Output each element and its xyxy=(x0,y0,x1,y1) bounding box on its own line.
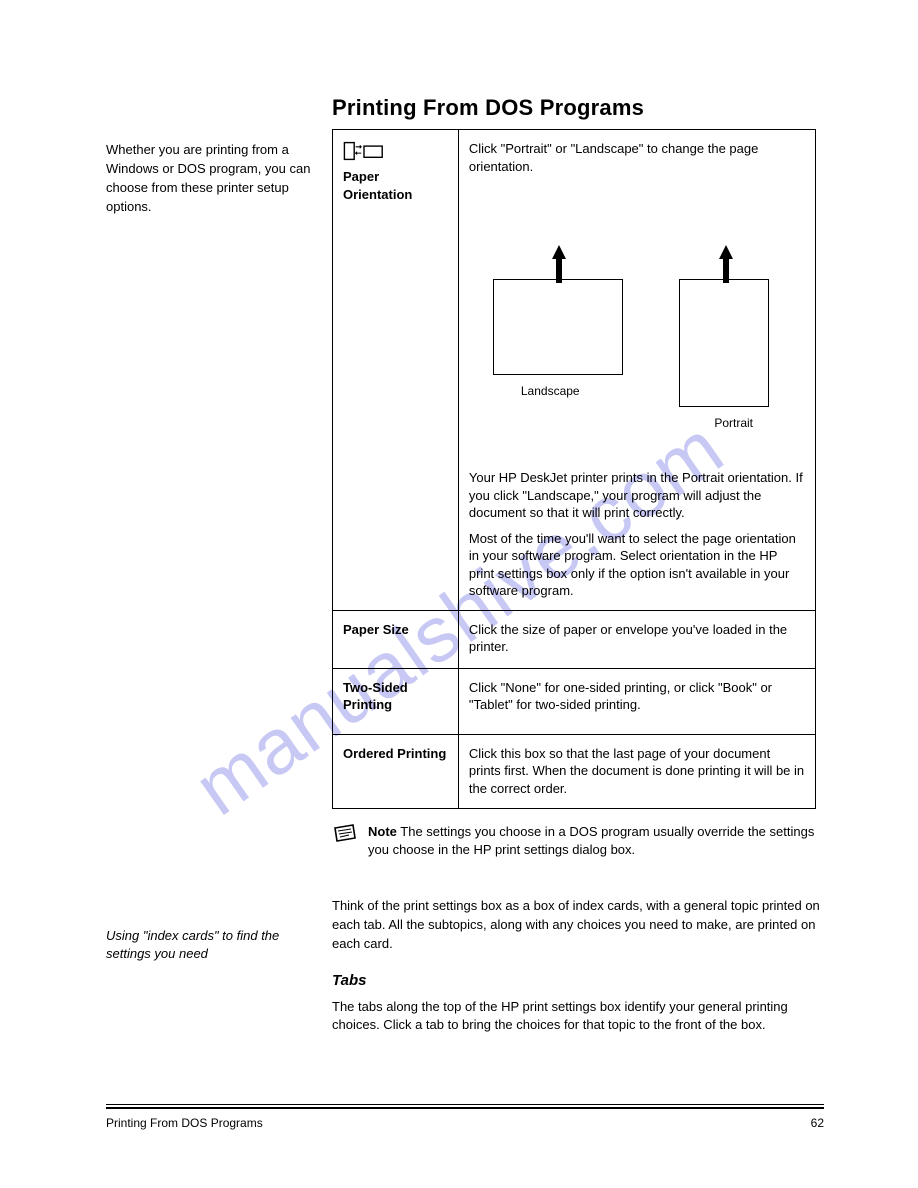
orientation-diagram: Landscape Portrait xyxy=(469,179,805,469)
landscape-rect xyxy=(493,279,623,375)
portrait-label: Portrait xyxy=(714,415,753,431)
portrait-rect xyxy=(679,279,769,407)
row1-top-text: Click "Portrait" or "Landscape" to chang… xyxy=(469,140,805,175)
footer-page-number: 62 xyxy=(811,1116,824,1130)
row1-bottom-text-1: Your HP DeskJet printer prints in the Po… xyxy=(469,469,805,522)
note-text: The settings you choose in a DOS program… xyxy=(368,824,814,857)
note-head: Note xyxy=(368,824,397,839)
landscape-label: Landscape xyxy=(521,383,580,399)
cell-twosided-right: Click "None" for one-sided printing, or … xyxy=(458,668,815,734)
footer-rule xyxy=(106,1104,824,1108)
row1-bottom-text-2: Most of the time you'll want to select t… xyxy=(469,530,805,600)
cell-orientation-right: Click "Portrait" or "Landscape" to chang… xyxy=(458,130,815,611)
cell-orientation-left: Paper Orientation xyxy=(333,130,459,611)
margin-intro-text: Whether you are printing from a Windows … xyxy=(106,135,316,216)
footer-left: Printing From DOS Programs xyxy=(106,1116,263,1130)
index-block: Think of the print settings box as a box… xyxy=(332,897,824,1035)
note-block: Note The settings you choose in a DOS pr… xyxy=(332,823,824,859)
cell-papersize-right: Click the size of paper or envelope you'… xyxy=(458,610,815,668)
section-heading: Printing From DOS Programs xyxy=(332,95,824,121)
landscape-arrow-icon xyxy=(552,245,566,283)
cell-twosided-left: Two-Sided Printing xyxy=(333,668,459,734)
index-subhead: Tabs xyxy=(332,970,824,992)
cell-papersize-left: Paper Size xyxy=(333,610,459,668)
row1-left-sub: Orientation xyxy=(343,186,448,204)
page-footer: Printing From DOS Programs 62 xyxy=(106,1116,824,1130)
orientation-swap-icon xyxy=(343,140,385,162)
row1-left-title: Paper xyxy=(343,168,448,186)
margin-intro-paragraph: Whether you are printing from a Windows … xyxy=(106,141,316,216)
cell-ordered-left: Ordered Printing xyxy=(333,734,459,808)
margin-side-note: Using "index cards" to find the settings… xyxy=(106,927,316,963)
index-p1: Think of the print settings box as a box… xyxy=(332,897,824,954)
cell-ordered-right: Click this box so that the last page of … xyxy=(458,734,815,808)
portrait-arrow-icon xyxy=(719,245,733,283)
page-content: Printing From DOS Programs Whether you a… xyxy=(106,95,824,1035)
index-p2: The tabs along the top of the HP print s… xyxy=(332,998,824,1036)
settings-table: Paper Orientation Click "Portrait" or "L… xyxy=(332,129,816,809)
note-icon xyxy=(332,824,358,844)
note-body: Note The settings you choose in a DOS pr… xyxy=(368,823,824,859)
